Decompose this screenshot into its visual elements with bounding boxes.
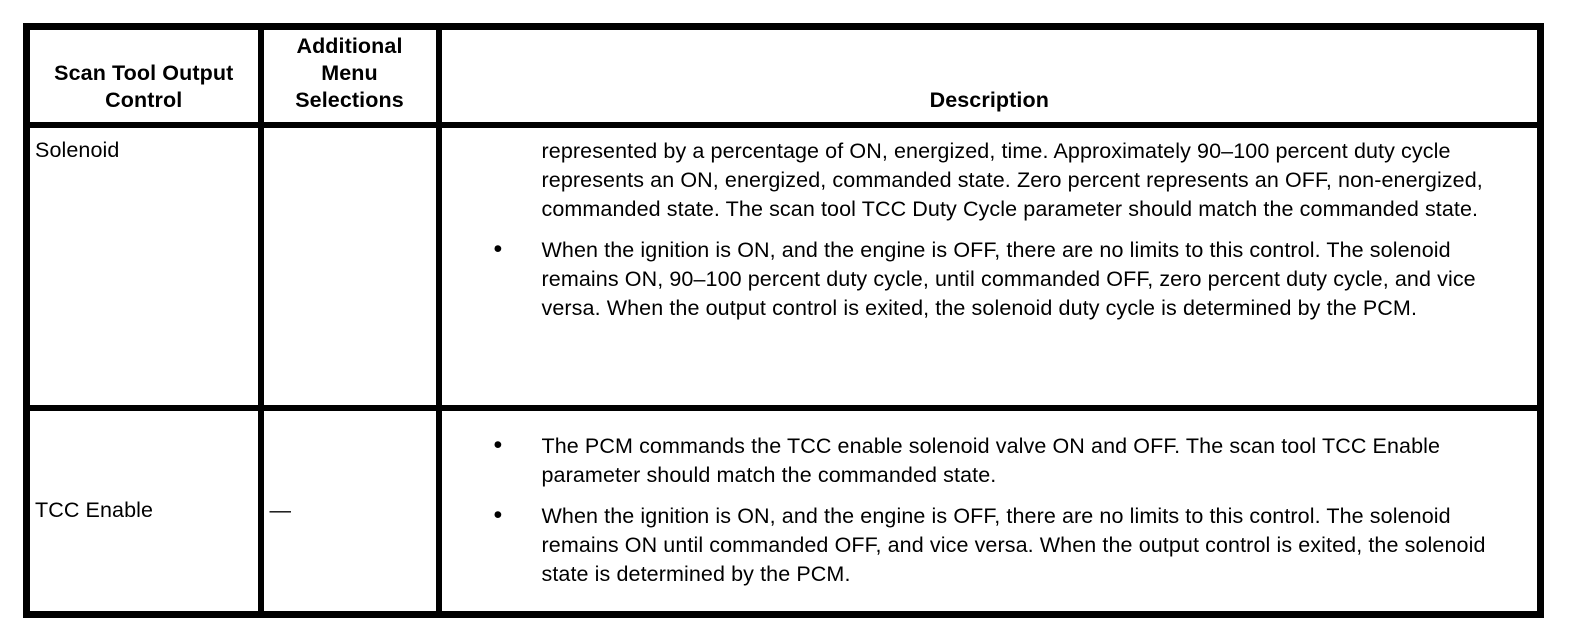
bullet-icon: •: [493, 500, 503, 529]
header-scan-tool-output-control: Scan Tool Output Control: [23, 23, 264, 128]
list-item: • When the ignition is ON, and the engin…: [494, 501, 1530, 589]
cell-menu-solenoid: [257, 121, 442, 411]
bullet-icon: •: [493, 430, 503, 459]
description-continuation-text: represented by a percentage of ON, energ…: [541, 138, 1483, 221]
list-item: • The PCM commands the TCC enable soleno…: [494, 431, 1530, 490]
cell-description-tcc-enable: • The PCM commands the TCC enable soleno…: [435, 404, 1544, 618]
bullet-text: When the ignition is ON, and the engine …: [541, 503, 1486, 586]
cell-control-solenoid: Solenoid: [23, 121, 264, 411]
table-header-row: Scan Tool Output Control Additional Menu…: [23, 23, 1544, 128]
output-control-table: Scan Tool Output Control Additional Menu…: [23, 23, 1544, 618]
bullet-text: When the ignition is ON, and the engine …: [541, 237, 1476, 320]
bullet-text: The PCM commands the TCC enable solenoid…: [541, 433, 1441, 487]
cell-description-solenoid: represented by a percentage of ON, energ…: [435, 121, 1544, 411]
cell-control-tcc-enable: TCC Enable: [23, 404, 264, 618]
list-item: • When the ignition is ON, and the engin…: [494, 235, 1530, 323]
table-row-solenoid: Solenoid represented by a percentage of …: [23, 121, 1544, 411]
table-row-tcc-enable: TCC Enable — • The PCM commands the TCC …: [23, 404, 1544, 618]
header-description: Description: [435, 23, 1544, 128]
header-additional-menu-selections: Additional Menu Selections: [257, 23, 442, 128]
bullet-icon: •: [493, 234, 503, 263]
cell-menu-tcc-enable: —: [257, 404, 442, 618]
